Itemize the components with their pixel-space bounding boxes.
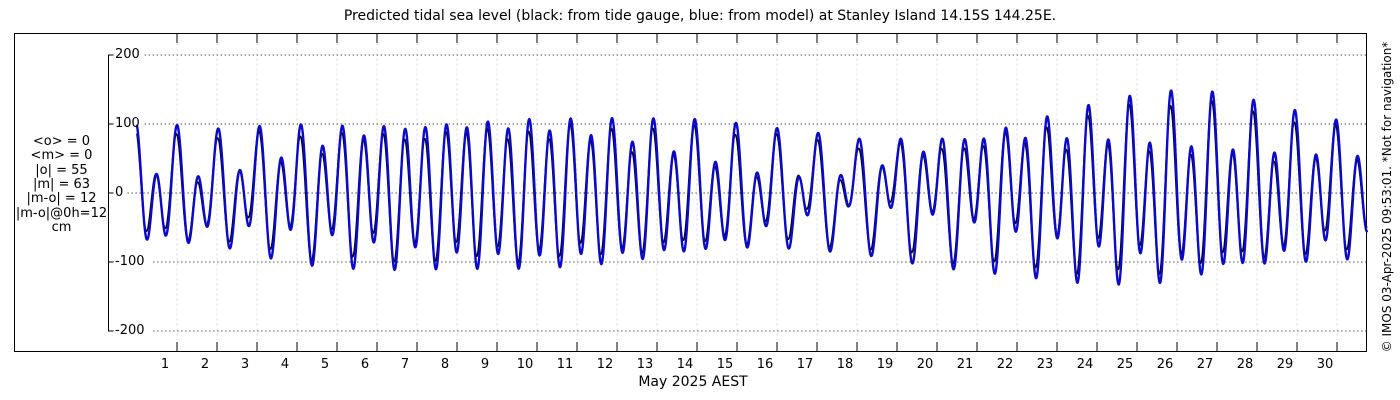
x-tick-label: 20 [916,357,934,372]
x-tick-label: 6 [360,357,370,372]
x-tick-label: 8 [440,357,450,372]
x-tick-label: 13 [636,357,654,372]
stats-line: cm [51,220,72,236]
y-tick-label: -100 [115,254,145,269]
x-tick-label: 2 [200,357,210,372]
x-tick-label: 18 [836,357,854,372]
x-tick-label: 23 [1036,357,1054,372]
x-tick-label: 14 [676,357,694,372]
x-tick-label: 27 [1196,357,1214,372]
x-tick-label: 1 [160,357,170,372]
y-tick-label: 0 [115,185,124,200]
x-tick-label: 4 [280,357,290,372]
x-tick-label: 29 [1276,357,1294,372]
x-tick-label: 26 [1156,357,1174,372]
x-tick-label: 21 [956,357,974,372]
stats-line: |o| = 55 [35,162,88,178]
stats-line: |m| = 63 [32,177,91,193]
x-tick-label: 3 [240,357,250,372]
chart-title: Predicted tidal sea level (black: from t… [343,8,1057,24]
y-tick-label: 100 [115,116,140,131]
x-tick-label: 9 [480,357,490,372]
y-tick-label: -200 [115,323,145,338]
imos-watermark: © IMOS 03-Apr-2025 09:53:01. *Not for na… [1380,41,1394,353]
x-tick-label: 30 [1316,357,1334,372]
x-tick-label: 15 [716,357,734,372]
x-tick-label: 5 [320,357,330,372]
stats-line: |m-o|@0h=12 [15,205,108,221]
x-tick-label: 7 [400,357,410,372]
x-tick-label: 12 [596,357,614,372]
x-tick-label: 16 [756,357,774,372]
stats-line: <o> = 0 [32,134,91,149]
x-tick-label: 24 [1076,357,1094,372]
curve-model [135,89,1368,286]
x-tick-label: 28 [1236,357,1254,372]
curve-tide-gauge [136,100,1368,275]
stats-block: <o> = 0 <m> = 0 |o| = 55 |m| = 63 |m-o| = 12… [14,134,109,236]
y-tick-label: 200 [115,47,140,62]
x-tick-label: 10 [516,357,534,372]
stats-line: |m-o| = 12 [26,191,97,207]
x-tick-label: 17 [796,357,814,372]
x-tick-label: 19 [876,357,894,372]
x-tick-label: 22 [996,357,1014,372]
x-tick-label: 11 [556,357,574,372]
x-axis-label: May 2025 AEST [638,374,748,390]
x-tick-label: 25 [1116,357,1134,372]
stats-line: <m> = 0 [30,148,93,164]
